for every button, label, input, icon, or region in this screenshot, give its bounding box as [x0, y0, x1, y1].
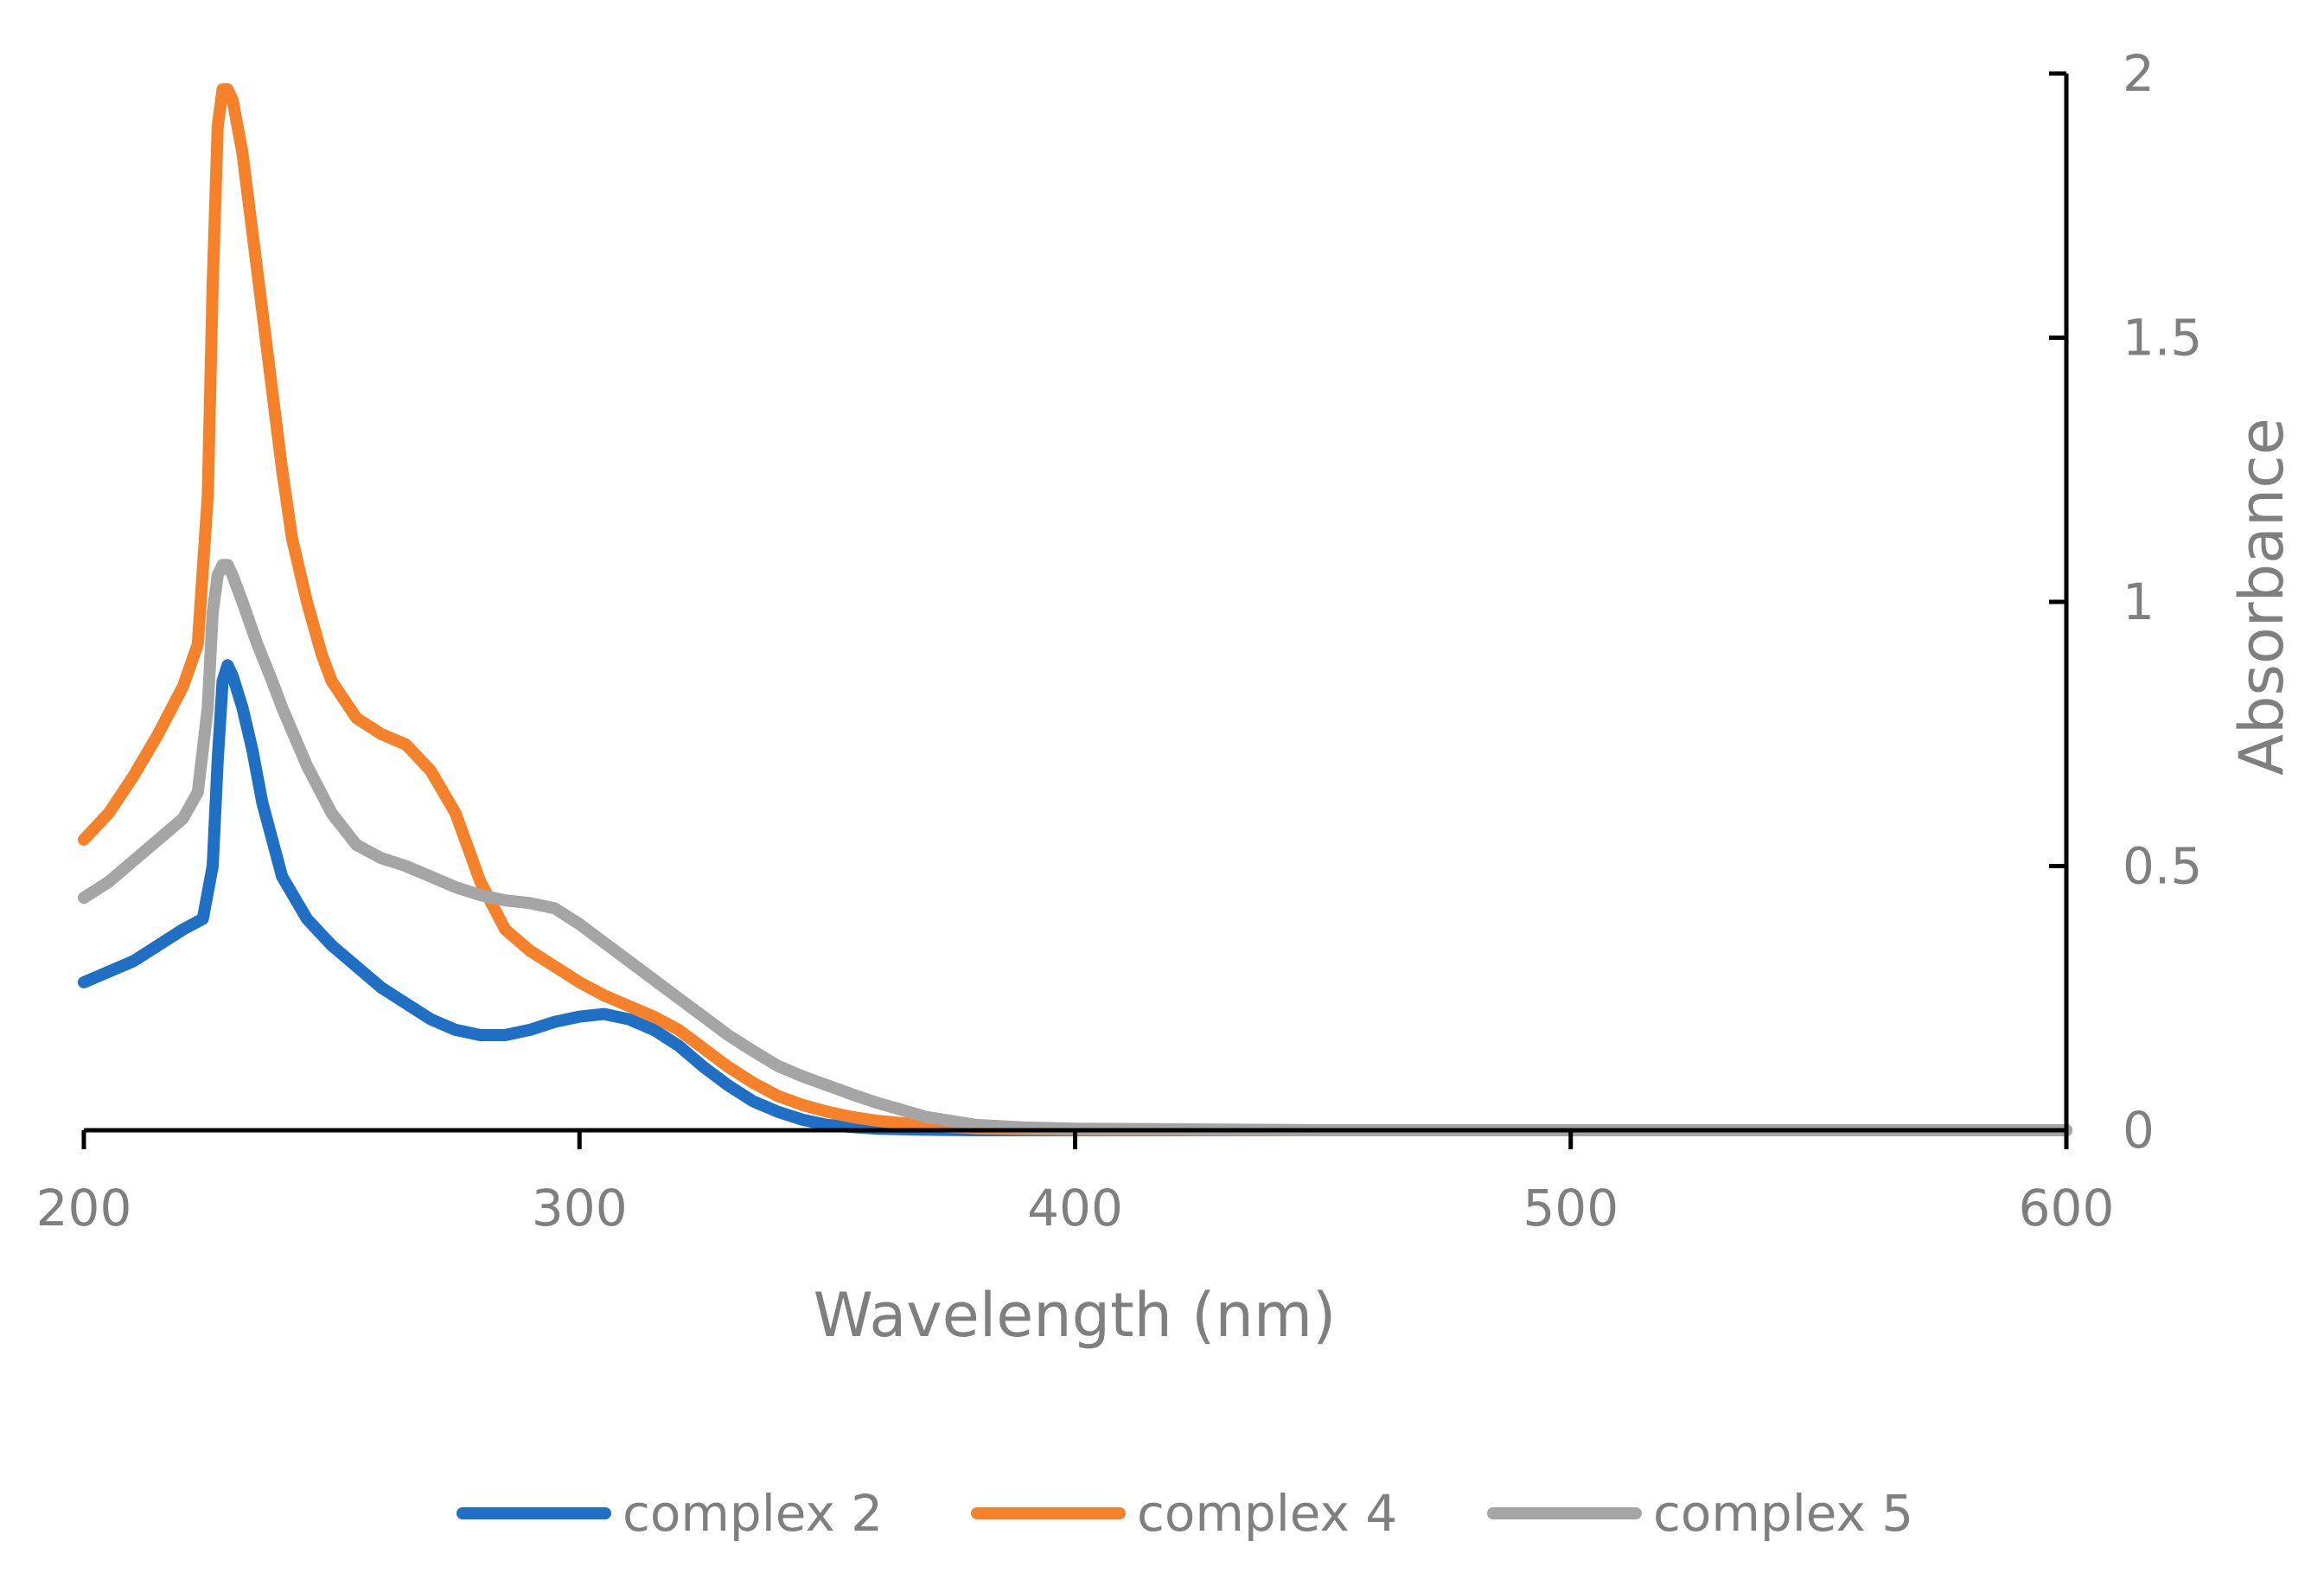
y-tick-label-2: 2	[2123, 44, 2155, 103]
plot-area: 200 300 400 500 600 0 0.5 1 1.5 2	[36, 44, 2203, 1237]
y-tick-label-1.5: 1.5	[2123, 309, 2202, 368]
legend-label-complex-2: complex 2	[622, 1484, 883, 1543]
legend-item-complex-2: complex 2	[456, 1484, 883, 1543]
y-axis-ticks: 0 0.5 1 1.5 2	[2049, 44, 2202, 1160]
series-line-complex-5	[78, 559, 2072, 1136]
series-line-complex-2	[78, 659, 2072, 1136]
legend-label-complex-4: complex 4	[1137, 1484, 1397, 1543]
x-tick-label-400: 400	[1027, 1179, 1123, 1237]
y-tick-label-1: 1	[2123, 572, 2155, 631]
series-layer	[78, 83, 2072, 1136]
legend-label-complex-5: complex 5	[1653, 1484, 1913, 1543]
legend-item-complex-4: complex 4	[971, 1484, 1397, 1543]
series-line-complex-4	[78, 83, 2072, 1136]
x-tick-label-200: 200	[36, 1179, 132, 1237]
y-axis-title: Absorbance	[2226, 418, 2297, 776]
x-tick-label-600: 600	[2019, 1179, 2115, 1237]
x-tick-label-500: 500	[1523, 1179, 1618, 1237]
y-tick-label-0: 0	[2123, 1101, 2155, 1160]
x-tick-label-300: 300	[532, 1179, 628, 1237]
x-axis-ticks: 200 300 400 500 600	[36, 1130, 2115, 1237]
legend: complex 2 complex 4 complex 5	[456, 1484, 1913, 1543]
y-tick-label-0.5: 0.5	[2123, 837, 2202, 896]
x-axis-title: Wavelength (nm)	[814, 1280, 1337, 1351]
legend-item-complex-5: complex 5	[1487, 1484, 1913, 1543]
